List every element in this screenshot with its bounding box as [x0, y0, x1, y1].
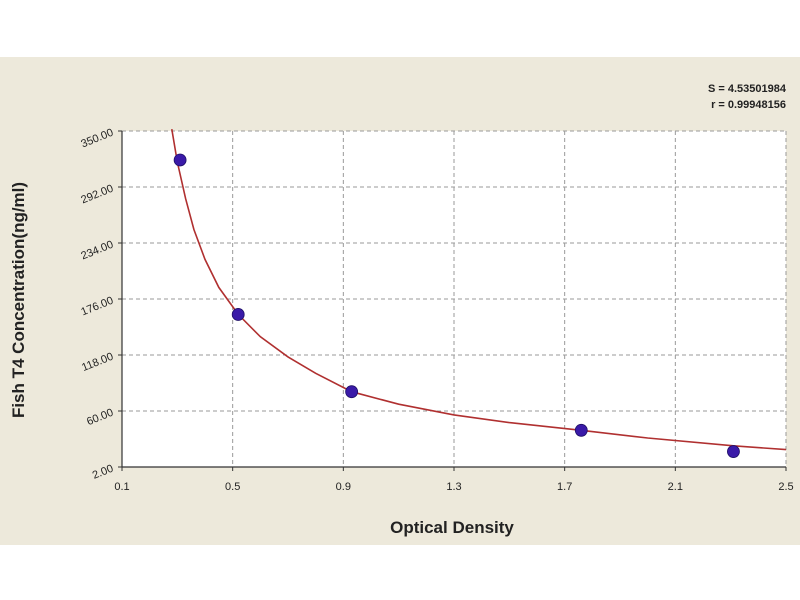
x-tick-labels: 0.1 0.5 0.9 1.3 1.7 2.1 2.5	[114, 481, 793, 493]
x-tick-label: 1.7	[557, 481, 572, 493]
data-point	[231, 308, 245, 321]
fit-r-statistic: r = 0.99948156	[711, 99, 786, 111]
fit-s-statistic: S = 4.53501984	[708, 83, 787, 95]
data-point	[727, 445, 740, 458]
data-point	[345, 385, 359, 399]
x-axis-title: Optical Density	[390, 518, 514, 537]
data-point	[173, 153, 187, 167]
y-axis-title: Fish T4 Concentration(ng/ml)	[9, 182, 28, 418]
axes	[118, 130, 787, 471]
gridlines	[122, 130, 787, 467]
x-tick-label: 0.9	[336, 481, 351, 493]
x-tick-label: 0.5	[225, 481, 240, 493]
x-tick-label: 1.3	[446, 481, 461, 493]
x-tick-label: 2.5	[778, 481, 793, 493]
fit-curve-line	[171, 128, 787, 451]
data-point	[574, 423, 588, 437]
x-tick-label: 0.1	[114, 481, 129, 493]
data-points	[173, 153, 740, 458]
x-tick-label: 2.1	[668, 481, 683, 493]
